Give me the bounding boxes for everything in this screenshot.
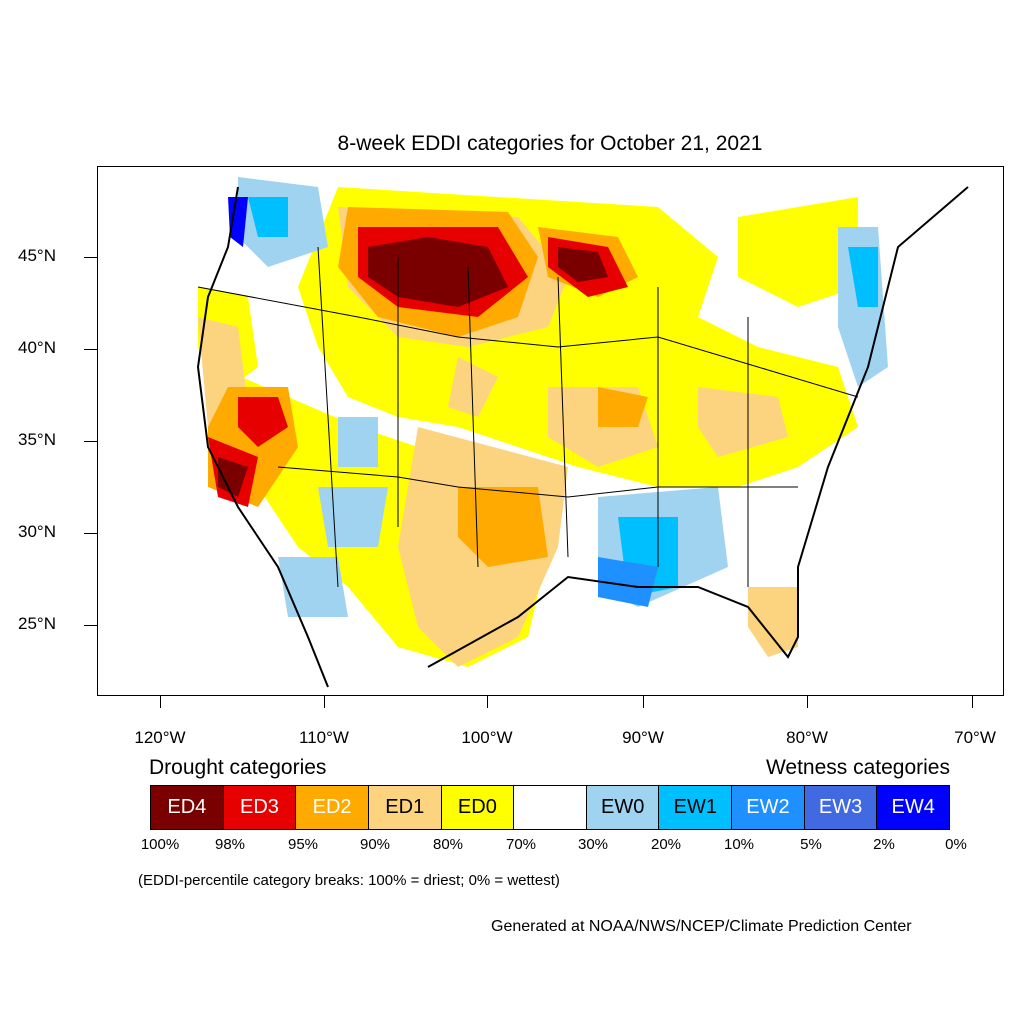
category-breaks-note: (EDDI-percentile category breaks: 100% =… (138, 872, 560, 889)
lat-tick-45 (84, 257, 97, 258)
pct-label: 30% (577, 836, 609, 853)
legend-box-ew1: EW1 (659, 786, 733, 829)
credit-line: Generated at NOAA/NWS/NCEP/Climate Predi… (491, 918, 912, 935)
legend-box-ew3: EW3 (804, 786, 878, 829)
lon-label-80: 80°W (786, 728, 828, 747)
pct-label: 10% (723, 836, 755, 853)
drought-categories-heading: Drought categories (149, 756, 327, 779)
lat-tick-25 (84, 625, 97, 626)
legend-box-ed0: ED0 (441, 786, 515, 829)
ed4-regions (218, 237, 608, 497)
ew2-regions (598, 557, 658, 607)
pct-label: 100% (140, 836, 180, 853)
lat-tick-35 (84, 441, 97, 442)
lon-label-90: 90°W (622, 728, 664, 747)
pct-label: 80% (432, 836, 464, 853)
lon-label-120: 120°W (134, 728, 186, 747)
lon-label-110: 110°W (299, 728, 349, 747)
lat-label-45: 45°N (18, 246, 56, 265)
eddi-map (196, 177, 969, 688)
lat-label-35: 35°N (18, 430, 56, 449)
wetness-categories-heading: Wetness categories (765, 756, 950, 779)
pct-label: 70% (505, 836, 537, 853)
legend-box-ew4: EW4 (877, 786, 950, 829)
pct-label: 0% (945, 836, 967, 853)
lon-label-70: 70°W (954, 728, 996, 747)
coastlines (196, 186, 969, 688)
lon-tick-100 (487, 696, 488, 708)
legend-box-ed2: ED2 (296, 786, 369, 829)
lon-tick-80 (807, 696, 808, 708)
pct-label: 98% (214, 836, 246, 853)
legend-box-ed4: ED4 (151, 786, 224, 829)
legend-box-neutral (514, 786, 587, 829)
ew4-regions (228, 197, 248, 247)
pct-label: 20% (650, 836, 682, 853)
legend-box-ed1: ED1 (368, 786, 442, 829)
state-boundaries (197, 246, 859, 588)
legend-colorbar: ED4 ED3 ED2 ED1 ED0 EW0 EW1 EW2 EW3 EW4 (150, 785, 950, 830)
map-frame (97, 166, 1004, 696)
legend-box-ew2: EW2 (732, 786, 805, 829)
map-title: 8-week EDDI categories for October 21, 2… (337, 132, 763, 155)
lon-tick-110 (324, 696, 325, 708)
pct-label: 2% (873, 836, 895, 853)
lat-tick-30 (84, 533, 97, 534)
lat-label-40: 40°N (18, 338, 56, 357)
lat-label-30: 30°N (18, 522, 56, 541)
pct-label: 90% (359, 836, 391, 853)
lat-label-25: 25°N (18, 614, 56, 633)
lon-label-100: 100°W (461, 728, 513, 747)
lon-tick-90 (643, 696, 644, 708)
legend-box-ed3: ED3 (223, 786, 297, 829)
pct-label: 95% (287, 836, 319, 853)
lon-tick-70 (972, 696, 973, 708)
lat-tick-40 (84, 349, 97, 350)
pct-label: 5% (800, 836, 822, 853)
lon-tick-120 (160, 696, 161, 708)
legend-box-ew0: EW0 (586, 786, 660, 829)
